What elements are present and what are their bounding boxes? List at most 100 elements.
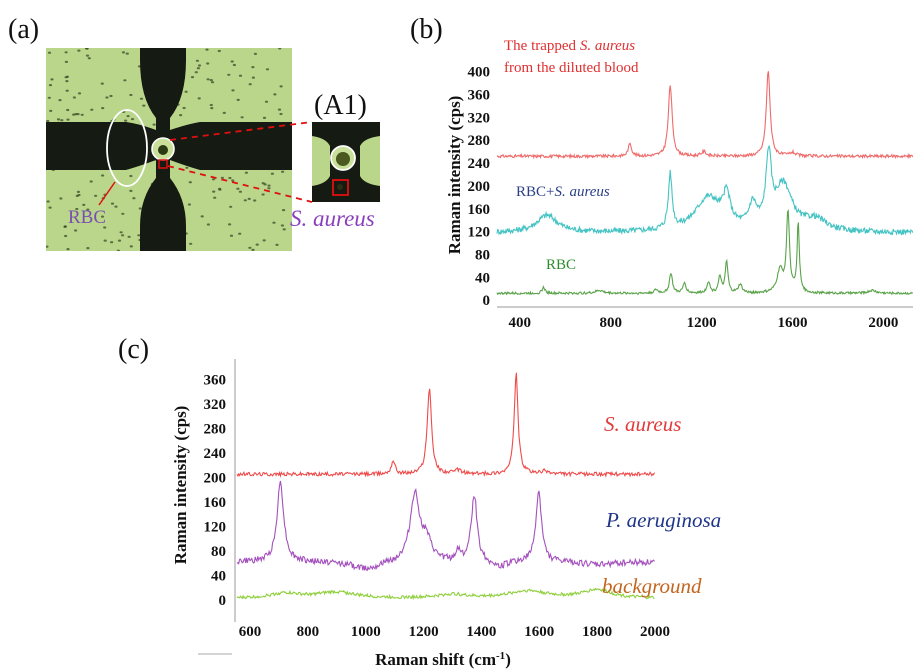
rbc-dot	[110, 202, 115, 205]
chart-b-legend-1-line2: from the diluted blood	[504, 60, 639, 76]
y-tick-label: 200	[468, 179, 491, 195]
rbc-dot	[210, 81, 215, 84]
chart-b-legend-2: RBC+S. aureus	[516, 184, 610, 200]
rbc-dot	[121, 51, 126, 54]
rbc-dot	[121, 234, 125, 237]
rbc-dot	[236, 187, 240, 190]
rbc-dot	[200, 215, 204, 218]
rbc-dot	[279, 112, 283, 116]
rbc-dot	[248, 246, 252, 249]
rbc-dot	[238, 232, 242, 235]
rbc-dot	[217, 49, 221, 53]
rbc-dot	[65, 80, 69, 83]
rbc-dot	[251, 66, 255, 69]
rbc-dot	[63, 225, 67, 228]
chart-c-xlabel: Raman shift (cm-1)	[375, 650, 511, 669]
rbc-dot	[255, 243, 259, 246]
rbc-dot	[238, 190, 242, 193]
y-tick-label: 160	[468, 202, 491, 218]
saureus-label: S. aureus	[290, 206, 375, 231]
y-tick-label: 200	[204, 470, 227, 486]
zoom-line-bottom	[167, 165, 313, 203]
chart-c-legend-1: S. aureus	[604, 412, 681, 436]
rbc-dot	[47, 96, 51, 99]
rbc-dot	[129, 189, 133, 192]
x-tick-label: 2000	[640, 624, 670, 640]
rbc-dot	[124, 119, 128, 122]
rbc-dot	[275, 243, 279, 246]
x-tick-label: 800	[297, 624, 320, 640]
rbc-dot	[179, 114, 183, 117]
y-tick-label: 40	[475, 270, 490, 286]
rbc-dot	[56, 118, 61, 121]
y-tick-label: 120	[204, 519, 227, 535]
rbc-dot	[132, 197, 136, 200]
x-tick-label: 1600	[524, 624, 554, 640]
rbc-dot	[281, 170, 285, 173]
rbc-dot	[75, 207, 79, 211]
x-tick-label: 1800	[582, 624, 612, 640]
rbc-dot	[76, 113, 80, 116]
y-tick-label: 400	[468, 65, 491, 81]
rbc-dot	[82, 203, 86, 206]
inset-zoom-box	[332, 179, 349, 196]
rbc-dot	[197, 64, 202, 67]
chart-b-ylabel: Raman intensity (cps)	[445, 96, 464, 255]
rbc-dot	[227, 73, 231, 76]
rbc-dot	[76, 190, 80, 193]
rbc-dot	[85, 48, 89, 50]
rbc-dot	[100, 215, 105, 218]
chart-c-series	[236, 372, 655, 601]
rbc-dot	[264, 100, 269, 103]
y-tick-label: 280	[204, 421, 227, 437]
rbc-dot	[142, 104, 146, 107]
rbc-dot	[228, 176, 232, 180]
rbc-dot	[267, 184, 271, 187]
rbc-dot	[243, 199, 247, 202]
rbc-dot	[72, 96, 76, 99]
rbc-dot	[58, 99, 62, 102]
rbc-dot	[282, 228, 286, 231]
rbc-dot	[196, 67, 200, 70]
x-tick-label: 1400	[466, 624, 496, 640]
x-tick-label: 800	[599, 315, 622, 331]
rbc-dot	[189, 242, 193, 245]
series-line-s-aureus	[236, 372, 655, 478]
rbc-dot	[48, 206, 52, 209]
y-tick-label: 40	[211, 568, 226, 584]
rbc-dot	[49, 109, 53, 112]
rbc-dot	[213, 196, 217, 199]
trapped-cell	[158, 145, 168, 155]
rbc-dot	[65, 89, 69, 92]
rbc-dot	[87, 57, 91, 60]
rbc-dot	[77, 193, 81, 197]
rbc-dot	[265, 68, 270, 71]
rbc-dot	[110, 241, 114, 244]
rbc-dot	[251, 248, 255, 251]
series-line-rbc	[496, 209, 913, 296]
rbc-dot	[103, 226, 107, 229]
x-tick-label: 2000	[868, 315, 898, 331]
rbc-dot	[206, 78, 210, 81]
panel-label-a: (a)	[8, 14, 39, 45]
x-tick-label: 1000	[351, 624, 381, 640]
rbc-dot	[231, 89, 235, 92]
rbc-dot	[194, 71, 198, 74]
rbc-dot	[80, 113, 84, 116]
rbc-dot	[278, 48, 282, 50]
zoom-box	[158, 159, 168, 169]
rbc-dot	[46, 119, 50, 123]
chart-b-legend-1-line1: The trapped S. aureus	[504, 38, 635, 54]
rbc-dot	[218, 187, 222, 190]
rbc-dot	[222, 111, 226, 114]
rbc-dot	[46, 200, 50, 203]
series-line-the-trapped-s-aureus-from-the-diluted-blood	[496, 71, 913, 160]
rbc-dot	[50, 78, 54, 81]
rbc-dot	[101, 107, 105, 110]
rbc-dot	[205, 48, 209, 51]
y-tick-label: 120	[468, 225, 491, 241]
rbc-dot	[85, 54, 90, 57]
rbc-dot	[77, 92, 82, 95]
rbc-dot	[64, 60, 68, 64]
rbc-dot	[126, 115, 130, 118]
